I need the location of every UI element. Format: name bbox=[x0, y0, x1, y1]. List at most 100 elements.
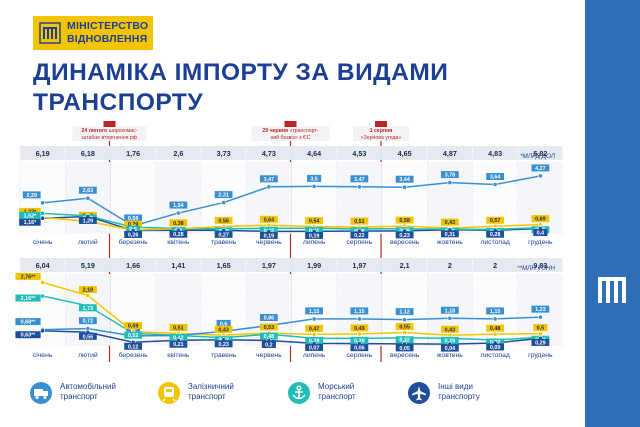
data-label-other: 0,28 bbox=[490, 232, 501, 238]
month-label: травень bbox=[211, 352, 237, 359]
total-cell bbox=[292, 146, 337, 160]
month-label: вересень bbox=[390, 352, 420, 359]
event-label-box bbox=[72, 126, 147, 141]
data-label-bg bbox=[124, 322, 143, 330]
month-label: липень bbox=[303, 239, 326, 246]
data-point-rail bbox=[85, 293, 91, 298]
data-label-road: 1,15 bbox=[309, 309, 320, 315]
ministry-name-line2: ВІДНОВЛЕННЯ bbox=[67, 33, 148, 45]
event-label-box bbox=[353, 126, 409, 141]
total-value: 6,19 bbox=[36, 149, 50, 158]
data-label-road: 0,72 bbox=[83, 319, 94, 325]
data-label-other: 0,63** bbox=[21, 333, 37, 339]
ministry-emblem-icon bbox=[598, 277, 626, 303]
data-label-bg bbox=[307, 174, 322, 182]
event-marker: 24 лютого широкомас-штабне вторгнення рф bbox=[72, 121, 147, 362]
data-label-road: 2,63 bbox=[83, 188, 94, 194]
data-label-other: 1,29 bbox=[83, 218, 94, 224]
data-label-bg bbox=[350, 217, 369, 225]
data-label-bg bbox=[533, 324, 548, 332]
month-label: січень bbox=[33, 351, 53, 359]
data-label-other: 0,27 bbox=[218, 232, 229, 238]
total-cell bbox=[473, 146, 518, 160]
event-label-line2: ний безвіз» з ЄС bbox=[270, 134, 310, 141]
data-label-other: 0,29 bbox=[535, 340, 546, 346]
data-label-bg bbox=[305, 217, 324, 225]
data-label-other: 0,05 bbox=[399, 346, 410, 352]
total-cell bbox=[427, 258, 472, 272]
data-label-bg bbox=[169, 333, 188, 341]
data-point-road bbox=[492, 182, 498, 187]
data-label-bg bbox=[124, 220, 143, 228]
data-label-bg bbox=[78, 186, 97, 194]
data-point-road bbox=[447, 315, 453, 321]
legend-label-line2: транспорт bbox=[188, 392, 226, 401]
data-point-road bbox=[221, 200, 227, 205]
data-label-road: 4,27 bbox=[535, 166, 546, 172]
data-label-road: 3,44 bbox=[399, 177, 410, 183]
data-label-bg bbox=[78, 286, 97, 294]
total-cell bbox=[111, 146, 156, 160]
data-point-road bbox=[402, 317, 408, 323]
data-label-rail: 0,51 bbox=[354, 219, 365, 225]
data-label-bg bbox=[305, 231, 324, 239]
data-label-bg bbox=[78, 216, 97, 224]
data-label-other: 0,06 bbox=[354, 346, 365, 352]
data-label-rail: 0,49 bbox=[354, 326, 365, 332]
data-label-bg bbox=[486, 343, 505, 351]
total-value: 1,76 bbox=[126, 149, 140, 158]
total-cell bbox=[246, 146, 291, 160]
total-value: 6,18 bbox=[81, 149, 95, 158]
data-label-other: 0,09 bbox=[490, 345, 501, 351]
data-label-bg bbox=[486, 172, 505, 180]
data-label-sea: 0,32 bbox=[399, 338, 410, 344]
legend-label-line2: транспорт bbox=[318, 392, 356, 401]
data-label-road: 3,78 bbox=[445, 173, 456, 179]
data-label-bg bbox=[305, 343, 324, 351]
data-label-rail: 0,43 bbox=[445, 327, 456, 333]
data-label-road: 1,18 bbox=[445, 308, 456, 314]
data-label-bg bbox=[214, 340, 233, 348]
month-label: листопад bbox=[480, 239, 509, 246]
total-value: 9,83 bbox=[533, 261, 547, 270]
page-title-line1: ДИНАМІКА ІМПОРТУ ЗА ВИДАМИ bbox=[33, 59, 449, 86]
total-cell bbox=[518, 258, 563, 272]
data-label-bg bbox=[440, 230, 459, 238]
total-cell bbox=[473, 258, 518, 272]
legend-item-rail: Залізничний транспорт bbox=[158, 378, 288, 408]
data-label-road: 1,15 bbox=[490, 309, 501, 315]
total-value: 1,41 bbox=[171, 261, 185, 270]
data-point-other bbox=[40, 215, 46, 221]
legend-item-other: Інші види транспорту bbox=[408, 378, 538, 408]
total-value: 3,73 bbox=[217, 149, 231, 158]
data-label-bg bbox=[350, 336, 369, 344]
total-value: 2 bbox=[493, 261, 497, 270]
data-label-rail: 0,43 bbox=[445, 220, 456, 226]
data-label-bg bbox=[350, 175, 369, 183]
data-point-rail bbox=[356, 331, 362, 337]
data-label-bg bbox=[440, 306, 459, 314]
data-label-rail: 0,56 bbox=[218, 218, 229, 224]
total-value: 5,19 bbox=[81, 261, 95, 270]
data-label-other: 0,23 bbox=[218, 342, 229, 348]
data-label-bg bbox=[15, 318, 41, 326]
data-label-rail: 0,55 bbox=[399, 325, 410, 331]
legend-item-sea: Морський транспорт bbox=[288, 378, 408, 408]
data-label-rail: 2,18 bbox=[83, 288, 94, 294]
chart-panel-2: 6,04 5,19 1,66 1,41 1,65 1,97 1,99 1,97 2,1 2 2 9,8… bbox=[15, 258, 563, 359]
data-label-road: 1,15 bbox=[354, 309, 365, 315]
data-label-sea: 1,73 bbox=[83, 306, 94, 312]
month-label: червень bbox=[256, 352, 282, 359]
month-label: червень bbox=[256, 239, 282, 246]
ministry-name: МІНІСТЕРСТВО ВІДНОВЛЕННЯ bbox=[67, 20, 148, 46]
data-point-road bbox=[311, 316, 317, 322]
month-label: квітень bbox=[167, 351, 190, 359]
total-value: 2 bbox=[448, 261, 452, 270]
data-label-bg bbox=[214, 230, 233, 238]
data-label-other: 1,16* bbox=[24, 220, 37, 226]
month-label: жовтень bbox=[437, 239, 463, 246]
month-label: вересень bbox=[390, 239, 420, 246]
data-label-bg bbox=[124, 230, 143, 238]
event-label-box bbox=[251, 126, 330, 141]
